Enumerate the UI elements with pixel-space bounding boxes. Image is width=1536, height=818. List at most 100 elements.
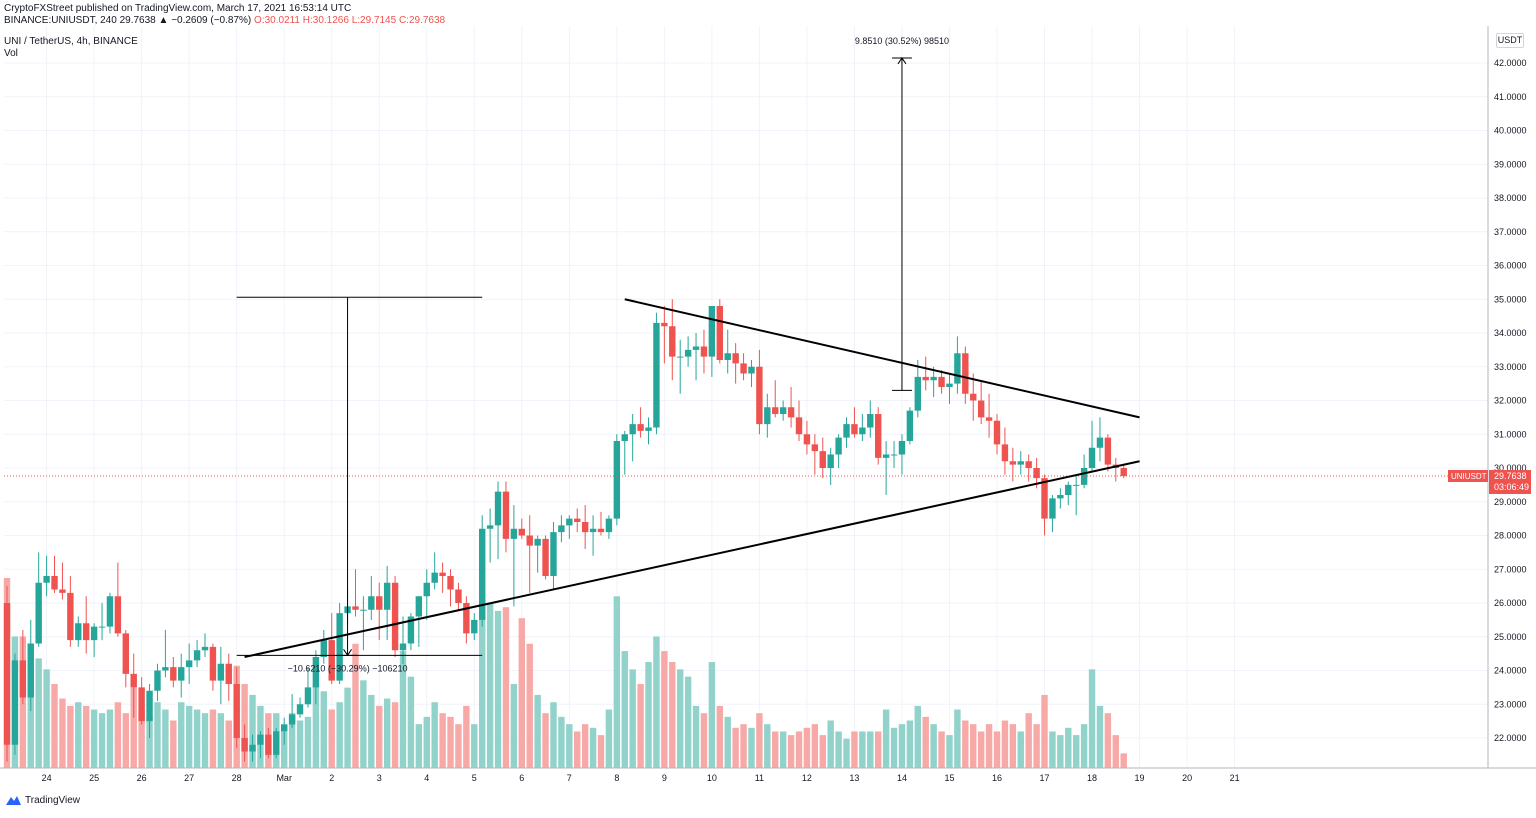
- volume-bar: [1104, 713, 1112, 768]
- volume-bar: [407, 676, 415, 768]
- candle-body: [859, 427, 866, 435]
- volume-bar: [1112, 735, 1119, 768]
- candle-body: [1001, 444, 1009, 462]
- y-tick-label: 30.0000: [1494, 463, 1527, 473]
- y-tick-label: 22.0000: [1494, 733, 1527, 743]
- x-tick-label: 12: [802, 773, 812, 783]
- x-tick-label: 14: [897, 773, 907, 783]
- volume-bar: [605, 709, 613, 768]
- volume-bar: [431, 702, 438, 768]
- volume-bar: [201, 713, 209, 768]
- candle-body: [201, 646, 209, 651]
- volume-bar: [756, 713, 763, 768]
- x-tick-label: 10: [707, 773, 717, 783]
- candle-body: [415, 596, 423, 617]
- volume-bar: [146, 716, 153, 768]
- volume-bar: [217, 713, 225, 768]
- candle-body: [296, 704, 304, 715]
- candle-body: [574, 518, 581, 522]
- x-tick-label: 8: [614, 773, 619, 783]
- volume-bars: [3, 578, 1127, 768]
- volume-bar: [724, 716, 731, 768]
- candle-body: [938, 376, 945, 387]
- y-tick-label: 40.0000: [1494, 126, 1527, 136]
- candle-body: [653, 322, 660, 428]
- x-tick-label: 15: [944, 773, 954, 783]
- candle-body: [803, 434, 811, 445]
- candle-body: [930, 376, 937, 381]
- volume-bar: [946, 735, 953, 768]
- x-tick-label: 16: [992, 773, 1002, 783]
- candle-body: [170, 667, 177, 681]
- candle-body: [122, 633, 129, 674]
- candle-body: [209, 646, 217, 681]
- candle-body: [35, 582, 42, 644]
- candle-body: [83, 623, 90, 641]
- volume-bar: [795, 731, 803, 768]
- volume-bar: [637, 683, 644, 768]
- last-price-symbol-label: UNIUSDT: [1451, 472, 1487, 481]
- last-price-countdown: 03:06:49: [1494, 482, 1529, 492]
- candle-body: [589, 528, 597, 533]
- volume-bar: [59, 698, 66, 768]
- candle-body: [748, 366, 755, 374]
- candle-body: [233, 684, 240, 738]
- candle-body: [977, 400, 985, 418]
- candle-body: [288, 714, 296, 725]
- volume-bar: [185, 705, 193, 768]
- volume-bar: [684, 676, 692, 768]
- candle-body: [946, 383, 953, 387]
- candle-body: [90, 626, 98, 641]
- volume-bar: [1033, 724, 1040, 768]
- volume-bar: [764, 724, 771, 768]
- candle-body: [882, 454, 890, 458]
- candles: [3, 299, 1127, 762]
- candle-body: [399, 643, 407, 651]
- volume-bar: [67, 705, 74, 768]
- candle-body: [114, 596, 122, 634]
- candle-body: [146, 690, 153, 722]
- candle-body: [383, 582, 391, 610]
- volume-bar: [106, 709, 114, 768]
- candle-body: [1017, 461, 1024, 465]
- candle-body: [637, 424, 644, 431]
- tradingview-logo[interactable]: TradingView: [4, 794, 80, 806]
- volume-bar: [613, 596, 621, 768]
- candle-body: [281, 724, 288, 732]
- volume-bar: [486, 603, 494, 768]
- volume-bar: [288, 713, 296, 768]
- axes: 42.0000 41.0000 40.0000 39.0000 38.0000 37.00…: [0, 26, 1536, 783]
- volume-bar: [954, 709, 961, 768]
- candle-body: [621, 434, 628, 441]
- volume-bar: [930, 724, 937, 768]
- candle-body: [756, 366, 763, 425]
- volume-bar: [1120, 753, 1127, 768]
- volume-bar: [35, 658, 42, 768]
- volume-bar: [312, 683, 320, 768]
- x-tick-label: 20: [1182, 773, 1192, 783]
- volume-bar: [463, 705, 470, 768]
- target-measure-label: 9.8510 (30.52%) 98510: [855, 36, 949, 46]
- volume-bar: [859, 731, 866, 768]
- volume-bar: [193, 709, 201, 768]
- volume-bar: [391, 702, 399, 768]
- candle-body: [1025, 461, 1032, 468]
- candle-body: [732, 353, 739, 364]
- candle-body: [11, 660, 19, 745]
- candle-body: [692, 346, 700, 350]
- x-tick-label: 9: [662, 773, 667, 783]
- volume-bar: [772, 731, 779, 768]
- candle-body: [985, 417, 993, 421]
- volume-bar: [1057, 735, 1064, 768]
- triangle-lower-trendline: [244, 460, 1140, 658]
- x-tick-label: 21: [1230, 773, 1240, 783]
- x-tick-label: Mar: [276, 773, 292, 783]
- volume-bar: [399, 651, 407, 768]
- candle-body: [613, 441, 621, 519]
- last-price-value: 29.7638: [1494, 471, 1527, 481]
- candle-body: [970, 393, 977, 401]
- currency-button[interactable]: USDT: [1496, 33, 1524, 48]
- volume-bar: [875, 731, 882, 768]
